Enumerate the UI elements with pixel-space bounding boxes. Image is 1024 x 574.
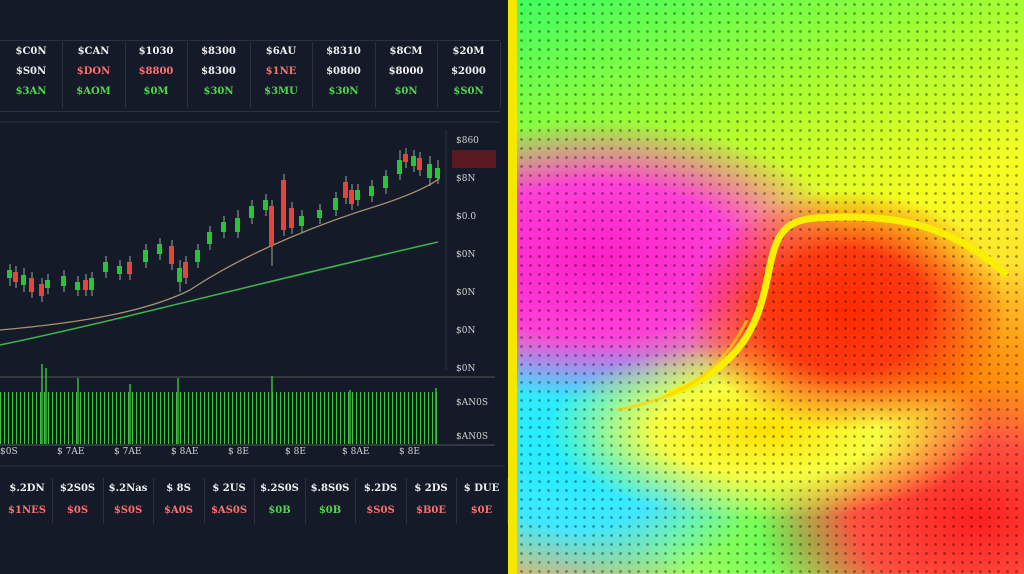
time-label: $ 8AE [342, 447, 370, 457]
footer-cell: $.2Nas $S0S [103, 478, 154, 524]
ticker-text: $3MU [264, 86, 298, 97]
ticker-text: $2000 [451, 66, 486, 77]
footer-cell: $ 2DS $B0E [406, 478, 457, 524]
time-label: $0S [0, 447, 18, 457]
footer-cell: $.2S0S $0B [255, 478, 306, 524]
footer-text: $1NES [8, 505, 46, 516]
footer-text: $0B [318, 505, 342, 516]
ticker-text: $6AU [265, 46, 297, 57]
footer-text: $ 2DS [414, 483, 448, 494]
ticker-text: $8CM [389, 46, 423, 57]
ticker-text: $30N [203, 86, 234, 97]
footer-text: $.8S0S [310, 483, 350, 494]
footer-cell: $ 8S $A0S [154, 478, 205, 524]
heatmap-swirl [517, 0, 1024, 574]
time-label: $ 8E [228, 447, 249, 457]
footer-cell: $ DUE $0E [457, 478, 508, 524]
time-label: $ 8E [285, 447, 306, 457]
ticker-cell: $1030 $8800 $0M [125, 42, 188, 108]
footer-cell: $.8S0S $0B [305, 478, 356, 524]
ticker-text: $3AN [15, 86, 47, 97]
price-label: $8N [456, 174, 476, 184]
ticker-text: $C0N [15, 46, 47, 57]
footer-cell: $.2DS $S0S [356, 478, 407, 524]
ticker-text: $20M [452, 46, 485, 57]
footer-text: $0S [66, 505, 89, 516]
price-label: $0N [456, 364, 476, 374]
ticker-text: $8300 [201, 66, 236, 77]
time-label: $ 7AE [57, 447, 85, 457]
footer-text: $ DUE [463, 483, 500, 494]
header-strip [0, 40, 500, 112]
footer-text: $2S0S [59, 483, 96, 494]
footer-text: $AS0S [210, 505, 248, 516]
ticker-text: $8300 [201, 46, 236, 57]
footer-text: $.2S0S [260, 483, 299, 494]
footer-text: $.2DN [9, 483, 45, 494]
ticker-cell: $6AU $1NE $3MU [250, 42, 313, 108]
ticker-text: $0N [394, 86, 418, 97]
footer-cell: $ 2US $AS0S [204, 478, 255, 524]
price-label: $0.0 [456, 212, 477, 222]
ticker-text: $CAN [77, 46, 110, 57]
price-label: $860 [456, 136, 479, 146]
dot-field [517, 0, 1024, 574]
footer-text: $A0S [164, 505, 193, 516]
ticker-text: $0800 [326, 66, 361, 77]
footer-text: $.2Nas [108, 483, 148, 494]
footer-cell: $.2DN $1NES [2, 478, 53, 524]
price-label: $0N [456, 288, 476, 298]
price-label: $0N [456, 326, 476, 336]
ticker-text: $1030 [138, 46, 174, 57]
swirl-curve [616, 213, 1010, 412]
ticker-text: $S0N [15, 66, 47, 77]
ticker-text: $0M [143, 86, 169, 97]
time-label: $ 8E [399, 447, 420, 457]
ticker-cell: $8CM $8000 $0N [375, 42, 438, 108]
footer-text: $B0E [416, 505, 446, 516]
ticker-text: $30N [328, 86, 359, 97]
footer-text: $.2DS [363, 483, 398, 494]
ticker-cell: $8310 $0800 $30N [313, 42, 376, 108]
footer-text: $ 2US [212, 483, 246, 494]
volume-label: $AN0S [456, 398, 488, 408]
footer-text: $0E [470, 505, 493, 516]
divider [508, 0, 517, 574]
ticker-cell: $20M $2000 $S0N [438, 42, 501, 108]
ticker-cell: $CAN $DON $AOM [63, 42, 126, 108]
ticker-text: $8000 [388, 66, 424, 77]
time-label: $ 7AE [114, 447, 142, 457]
ticker-text: $AOM [76, 86, 111, 97]
time-label: $ 8AE [171, 447, 199, 457]
ticker-cell: $8300 $8300 $30N [188, 42, 251, 108]
volume-bars [0, 392, 438, 444]
price-label: $0N [456, 250, 476, 260]
footer-cell: $2S0S $0S [53, 478, 104, 524]
ticker-text: $8310 [326, 46, 361, 57]
volume-label: $AN0S [456, 432, 488, 442]
trading-panel: $C0N $S0N $3AN $CAN $DON $AOM $1030 $8800 $0M $83… [0, 0, 508, 574]
footer-text: $0B [268, 505, 291, 516]
ticker-text: $1NE [265, 66, 297, 77]
footer-text: $S0S [113, 505, 143, 516]
ticker-text: $DON [76, 66, 111, 77]
ticker-text: $S0N [453, 86, 484, 97]
ticker-cell: $C0N $S0N $3AN [0, 42, 63, 108]
footer-text: $S0S [366, 505, 395, 516]
ticker-text: $8800 [138, 66, 174, 77]
footer-text: $ 8S [166, 483, 191, 494]
